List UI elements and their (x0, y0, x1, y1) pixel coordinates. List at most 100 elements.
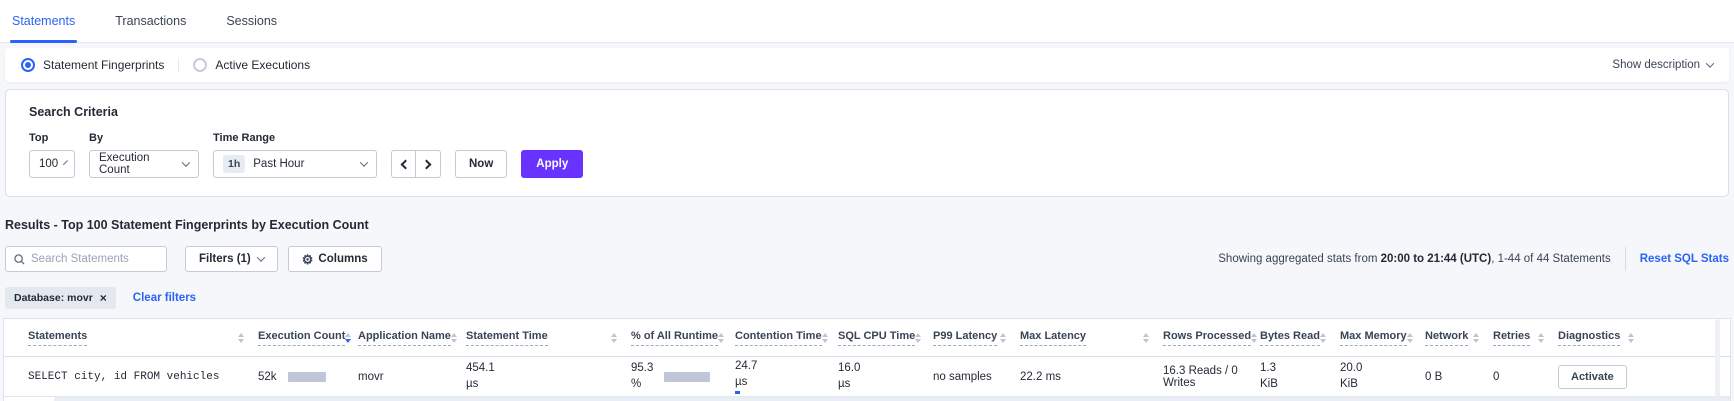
show-description-label: Show description (1612, 59, 1700, 71)
table-header-row: Statements Execution Count Application N… (4, 319, 1730, 357)
statement-time-value: 454.1 µs (466, 361, 495, 390)
reset-sql-stats-link[interactable]: Reset SQL Stats (1639, 253, 1729, 265)
sort-icon (450, 332, 457, 343)
bytes-read-value: 1.3 KiB (1260, 361, 1278, 390)
search-statements-box (5, 246, 167, 272)
clear-filters-link[interactable]: Clear filters (132, 292, 197, 304)
column-header-rows-processed[interactable]: Rows Processed (1163, 330, 1260, 346)
sort-icon (1320, 332, 1326, 343)
filter-chip-label: Database: movr (14, 292, 93, 304)
time-range-badge: 1h (223, 155, 246, 173)
column-header-network[interactable]: Network (1425, 330, 1493, 346)
radio-active-executions-label: Active Executions (215, 58, 311, 72)
remove-filter-icon[interactable]: × (99, 291, 107, 305)
sort-icon (1538, 332, 1544, 343)
sql-activity-tabbar: Statements Transactions Sessions (0, 0, 1734, 43)
application-name-value: movr (358, 370, 384, 383)
column-header-p99-latency[interactable]: P99 Latency (933, 330, 1020, 346)
sort-icon (1473, 332, 1479, 343)
sort-icon (1251, 332, 1258, 343)
execution-count-bar (287, 371, 326, 382)
retries-value: 0 (1493, 370, 1500, 383)
search-statements-input[interactable] (31, 253, 158, 265)
search-criteria-title: Search Criteria (29, 105, 118, 119)
top-label: Top (29, 132, 49, 144)
columns-button-label: Columns (318, 253, 368, 265)
sort-icon (717, 332, 724, 343)
by-select[interactable]: Execution Count (89, 150, 199, 178)
tab-statements[interactable]: Statements (10, 0, 78, 43)
search-criteria-card: Search Criteria Top 100 By Execution Cou… (5, 89, 1729, 197)
tab-transactions[interactable]: Transactions (115, 14, 187, 28)
filters-button[interactable]: Filters (1) (185, 246, 278, 272)
chevron-left-icon (400, 159, 410, 169)
columns-button[interactable]: ⚙ Columns (287, 246, 382, 272)
column-header-statement-time[interactable]: Statement Time (466, 330, 631, 346)
divider (178, 58, 180, 72)
sort-icon (238, 332, 244, 343)
max-memory-value: 20.0 KiB (1340, 361, 1363, 390)
radio-statement-fingerprints[interactable]: Statement Fingerprints (21, 58, 164, 72)
time-range-select[interactable]: 1h Past Hour (213, 150, 377, 178)
filter-chip-database-movr[interactable]: Database: movr × (5, 287, 116, 309)
now-button[interactable]: Now (455, 150, 508, 178)
max-latency-value: 22.2 ms (1020, 370, 1061, 383)
results-heading: Results - Top 100 Statement Fingerprints… (5, 218, 369, 232)
statements-table: Statements Execution Count Application N… (3, 318, 1731, 401)
table-row: SELECT city, id FROM vehicles 52k movr 4… (4, 357, 1730, 397)
vertical-scrollbar[interactable] (1715, 319, 1720, 397)
time-range-value: Past Hour (253, 158, 305, 170)
sort-icon (821, 332, 828, 343)
time-range-next-button[interactable] (416, 150, 441, 178)
search-icon (14, 253, 25, 265)
sort-desc-icon (345, 332, 352, 343)
chevron-down-icon (359, 158, 369, 167)
radio-statement-fingerprints-label: Statement Fingerprints (43, 58, 165, 72)
activate-diagnostics-button[interactable]: Activate (1558, 364, 1627, 389)
column-header-application-name[interactable]: Application Name (358, 330, 466, 346)
column-header-max-memory[interactable]: Max Memory (1340, 330, 1425, 346)
sort-icon (1406, 332, 1413, 343)
show-description-toggle[interactable]: Show description (1612, 59, 1715, 71)
by-label: By (89, 132, 104, 144)
apply-button[interactable]: Apply (521, 150, 584, 178)
results-toolbar: Filters (1) ⚙ Columns Showing aggregated… (5, 246, 1729, 272)
chevron-down-icon (63, 160, 69, 166)
stats-time-range: 20:00 to 21:44 (UTC) (1380, 253, 1492, 265)
contention-time-value: 24.7 µs (735, 359, 824, 395)
column-header-diagnostics[interactable]: Diagnostics (1558, 330, 1648, 346)
time-range-previous-button[interactable] (391, 150, 416, 178)
network-value: 0 B (1425, 370, 1443, 383)
execution-count-value: 52k (258, 370, 277, 383)
chevron-down-icon (256, 253, 266, 262)
top-select-value: 100 (39, 158, 59, 170)
column-header-runtime-pct[interactable]: % of All Runtime (631, 330, 735, 346)
radio-unselected-icon (193, 58, 208, 72)
top-select[interactable]: 100 (29, 150, 75, 178)
column-header-sql-cpu-time[interactable]: SQL CPU Time (838, 330, 933, 346)
sql-cpu-time-value: 16.0 µs (838, 361, 861, 390)
column-header-bytes-read[interactable]: Bytes Read (1260, 330, 1340, 346)
filter-chip-row: Database: movr × Clear filters (5, 287, 1734, 309)
column-header-max-latency[interactable]: Max Latency (1020, 330, 1163, 346)
rows-processed-value: 16.3 Reads / 0 Writes (1163, 364, 1238, 389)
by-select-value: Execution Count (99, 152, 150, 176)
gear-icon: ⚙ (301, 251, 314, 267)
column-header-retries[interactable]: Retries (1493, 330, 1558, 346)
column-header-contention-time[interactable]: Contention Time (735, 330, 838, 346)
radio-selected-icon (21, 58, 35, 72)
radio-active-executions[interactable]: Active Executions (193, 58, 310, 72)
sort-icon (611, 332, 617, 343)
sort-icon (1143, 332, 1149, 343)
column-header-execution-count[interactable]: Execution Count (258, 330, 358, 346)
divider (1624, 247, 1626, 271)
statement-fingerprint-link[interactable]: SELECT city, id FROM vehicles (28, 371, 220, 383)
contention-time-bar (735, 391, 740, 395)
runtime-pct-value: 95.3 % (631, 361, 654, 390)
chevron-down-icon (1705, 59, 1715, 68)
horizontal-scrollbar[interactable] (54, 397, 1730, 401)
column-header-statements[interactable]: Statements (28, 330, 258, 346)
tab-sessions[interactable]: Sessions (226, 14, 278, 28)
time-range-label: Time Range (213, 132, 276, 144)
chevron-down-icon (182, 158, 191, 167)
